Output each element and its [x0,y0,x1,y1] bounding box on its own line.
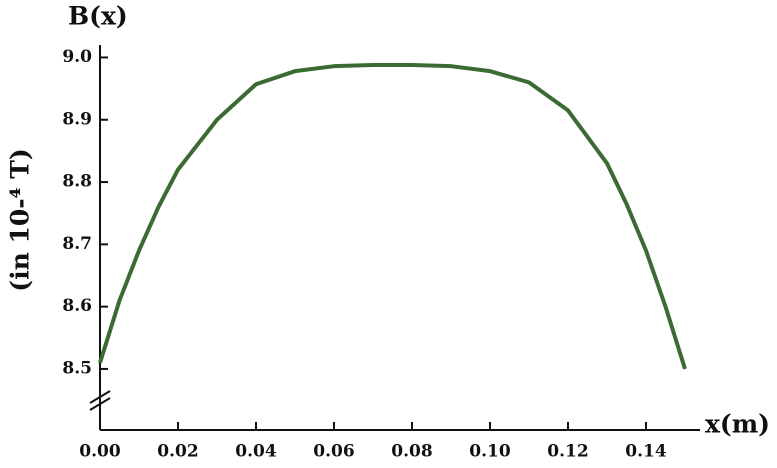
x-tick-label: 0.06 [313,442,354,462]
x-tick-label: 0.04 [235,442,277,462]
y-axis-label: (in 10-⁴ T) [6,148,35,291]
axis-break [89,390,111,404]
x-tick-label: 0.14 [625,442,667,462]
y-tick-label: 9.0 [62,47,92,67]
x-tick-label: 0.00 [79,442,121,462]
x-tick-label: 0.08 [391,442,432,462]
x-tick-label: 0.10 [469,442,511,462]
y-tick-label: 8.5 [62,358,92,378]
y-tick-label: 8.6 [62,296,92,316]
y-label-top: B(x) [68,2,128,31]
x-tick-label: 0.12 [547,442,588,462]
x-tick-label: 0.02 [157,442,198,462]
y-tick-label: 8.8 [62,172,92,192]
axis-break [89,397,111,411]
y-tick-label: 8.9 [62,109,92,129]
x-axis-label: x(m) [705,410,770,439]
y-tick-label: 8.7 [62,234,92,254]
line-series [98,62,687,370]
